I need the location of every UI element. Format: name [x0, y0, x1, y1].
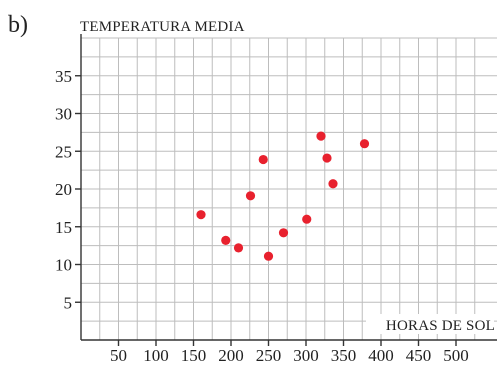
x-tick-label: 500 — [443, 346, 469, 365]
y-tick-label: 20 — [55, 180, 72, 199]
x-tick-label: 200 — [218, 346, 244, 365]
data-point — [221, 235, 231, 245]
x-tick-label: 150 — [181, 346, 207, 365]
data-point — [278, 228, 289, 238]
x-axis-title: HORAS DE SOL — [386, 318, 495, 334]
y-tick-label: 10 — [55, 256, 72, 275]
y-tick-label: 30 — [55, 105, 72, 124]
panel-label: b) — [8, 12, 28, 38]
data-point — [233, 243, 244, 253]
y-tick-label: 35 — [55, 67, 72, 86]
data-point — [302, 214, 312, 224]
data-point — [316, 131, 326, 141]
x-tick-label: 350 — [331, 346, 357, 365]
y-tick-label: 15 — [55, 218, 72, 237]
data-point — [263, 251, 274, 261]
x-axis-title-background — [366, 314, 494, 334]
data-point — [359, 139, 370, 149]
y-tick-label: 25 — [55, 142, 72, 161]
data-point — [322, 153, 332, 163]
data-points — [196, 131, 370, 261]
data-point — [245, 191, 256, 201]
y-axis-title: TEMPERATURA MEDIA — [80, 19, 245, 35]
x-tick-label: 100 — [143, 346, 169, 365]
data-point — [196, 210, 206, 220]
tick-labels: 5 10 15 20 25 30 35 50 100 150 200 250 300 350 400 450 5… — [55, 67, 469, 365]
y-tick-label: 5 — [64, 293, 73, 312]
x-tick-label: 300 — [293, 346, 319, 365]
x-tick-label: 450 — [406, 346, 432, 365]
x-tick-label: 250 — [256, 346, 282, 365]
axes — [75, 34, 497, 346]
data-point — [328, 179, 338, 189]
data-point — [258, 154, 268, 165]
grid — [81, 37, 497, 340]
x-tick-label: 50 — [110, 346, 127, 365]
x-tick-label: 400 — [368, 346, 394, 365]
